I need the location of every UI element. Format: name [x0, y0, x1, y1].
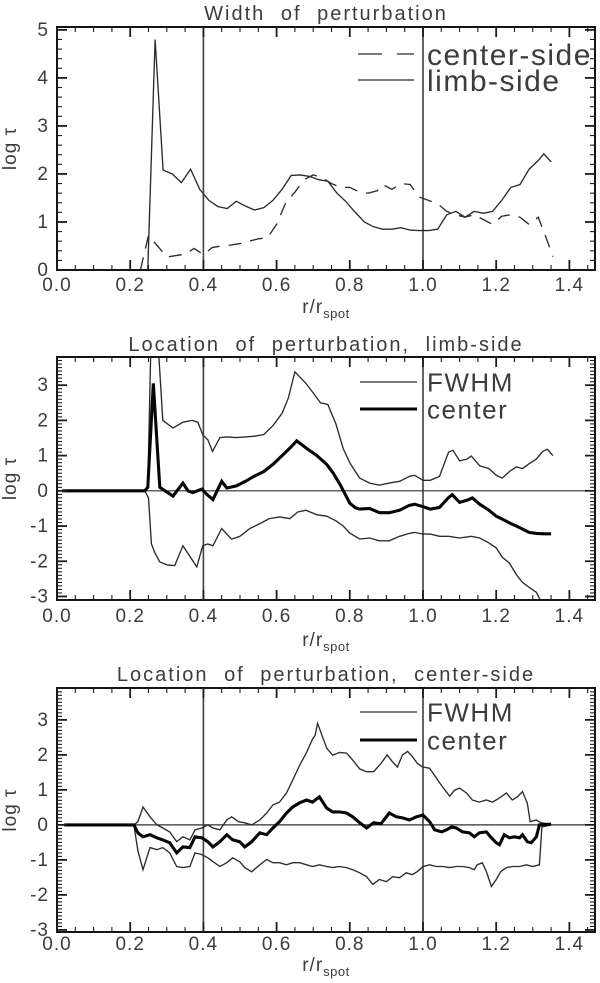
y-tick-label: 0	[37, 815, 49, 836]
panel-1: 0.0 0.2 0.4 0.6 0.8 1.0 1.2 1.4 0 1 2 3 4 5 Width of p…	[0, 3, 596, 321]
series-line-FWHM-upper	[62, 357, 554, 492]
x-tick-label: 1.0	[408, 275, 437, 296]
y-tick-label: -2	[30, 551, 49, 572]
y-tick-label: -1	[30, 850, 49, 871]
y-tick-label: 0	[37, 260, 49, 281]
y-tick-label: 1	[37, 446, 49, 467]
y-tick-label: 3	[37, 375, 49, 396]
x-tick-label: 1.2	[481, 934, 510, 955]
y-axis-label: log τ	[0, 788, 21, 831]
x-tick-label: 1.2	[481, 275, 510, 296]
series-line-FWHM-upper	[64, 720, 552, 843]
x-axis-label: r/rspot	[302, 955, 350, 979]
y-tick-label: 3	[37, 116, 49, 137]
y-tick-label: 1	[37, 780, 49, 801]
y-axis-label: log τ	[0, 457, 21, 500]
chart-title: Location of perturbation, limb-side	[128, 334, 523, 356]
y-axis-label: log τ	[0, 127, 21, 170]
x-tick-label: 0.2	[115, 934, 144, 955]
series-line-limb-side	[147, 39, 552, 270]
y-tick-label: 2	[37, 164, 49, 185]
panel-3: 0.0 0.2 0.4 0.6 0.8 1.0 1.2 1.4 -3 -2 -1 0 1 2 3 Locati…	[0, 664, 596, 979]
legend-label: FWHM	[427, 367, 514, 397]
x-tick-label: 0.2	[115, 275, 144, 296]
chart-title: Width of perturbation	[204, 3, 448, 25]
legend-label: center	[427, 394, 508, 424]
x-axis-label: r/rspot	[302, 630, 350, 654]
y-tick-label: 1	[37, 212, 49, 233]
y-tick-label: 5	[37, 20, 49, 41]
legend-label: limb-side	[427, 65, 561, 98]
axis-ticks	[56, 356, 595, 601]
x-axis-label: r/rspot	[302, 297, 350, 321]
x-tick-label: 1.4	[555, 275, 584, 296]
x-tick-label: 0.2	[115, 606, 144, 627]
x-tick-label: 0.6	[262, 934, 291, 955]
x-tick-label: 0.4	[189, 606, 218, 627]
legend-label: center	[427, 725, 508, 755]
chart-title: Location of perturbation, center-side	[117, 664, 535, 686]
series-line-center	[62, 383, 552, 536]
legend-label: center-side	[427, 39, 592, 72]
x-tick-label: 0.4	[189, 934, 218, 955]
y-tick-label: -3	[30, 920, 49, 941]
x-tick-label: 1.2	[481, 606, 510, 627]
y-tick-label: -3	[30, 586, 49, 607]
x-tick-label: 1.4	[555, 934, 584, 955]
axis-frame	[56, 356, 596, 601]
x-tick-label: 1.0	[408, 606, 437, 627]
x-tick-label: 0.0	[42, 606, 71, 627]
x-tick-label: 1.0	[408, 934, 437, 955]
y-tick-label: 0	[37, 481, 49, 502]
x-tick-label: 0.8	[335, 606, 364, 627]
x-tick-label: 0.0	[42, 934, 71, 955]
y-tick-label: 2	[37, 745, 49, 766]
x-tick-label: 0.8	[335, 275, 364, 296]
legend-label: FWHM	[427, 697, 514, 727]
x-tick-label: 0.6	[262, 606, 291, 627]
series-line-FWHM-lower	[62, 490, 541, 600]
y-tick-label: -2	[30, 885, 49, 906]
series-line-center-side	[139, 174, 554, 270]
y-tick-label: 3	[37, 710, 49, 731]
axis-ticks	[56, 27, 595, 271]
x-tick-label: 0.0	[42, 275, 71, 296]
x-tick-label: 0.6	[262, 275, 291, 296]
axis-frame	[56, 26, 596, 271]
axis-ticks	[56, 687, 595, 932]
x-tick-label: 0.8	[335, 934, 364, 955]
y-tick-label: 2	[37, 410, 49, 431]
x-tick-label: 0.4	[189, 275, 218, 296]
x-tick-label: 1.4	[555, 606, 584, 627]
y-tick-label: 4	[37, 68, 49, 89]
panel-2: 0.0 0.2 0.4 0.6 0.8 1.0 1.2 1.4 -3 -2 -1 0 1 2 3 Locati…	[0, 334, 596, 654]
axis-frame	[56, 687, 596, 933]
series-line-FWHM-lower	[64, 824, 552, 888]
series-line-center	[64, 794, 552, 856]
y-tick-label: -1	[30, 516, 49, 537]
